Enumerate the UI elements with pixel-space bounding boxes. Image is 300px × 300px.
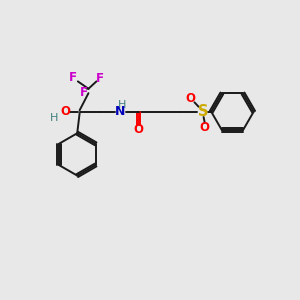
- Text: F: F: [69, 71, 77, 84]
- Text: H: H: [118, 100, 127, 110]
- Text: O: O: [200, 121, 209, 134]
- Text: S: S: [198, 104, 208, 119]
- Text: H: H: [50, 113, 58, 123]
- Text: F: F: [80, 86, 88, 99]
- Text: O: O: [134, 124, 143, 136]
- Text: O: O: [186, 92, 196, 105]
- Text: O: O: [60, 105, 70, 118]
- Text: N: N: [115, 105, 125, 118]
- Text: F: F: [96, 72, 104, 85]
